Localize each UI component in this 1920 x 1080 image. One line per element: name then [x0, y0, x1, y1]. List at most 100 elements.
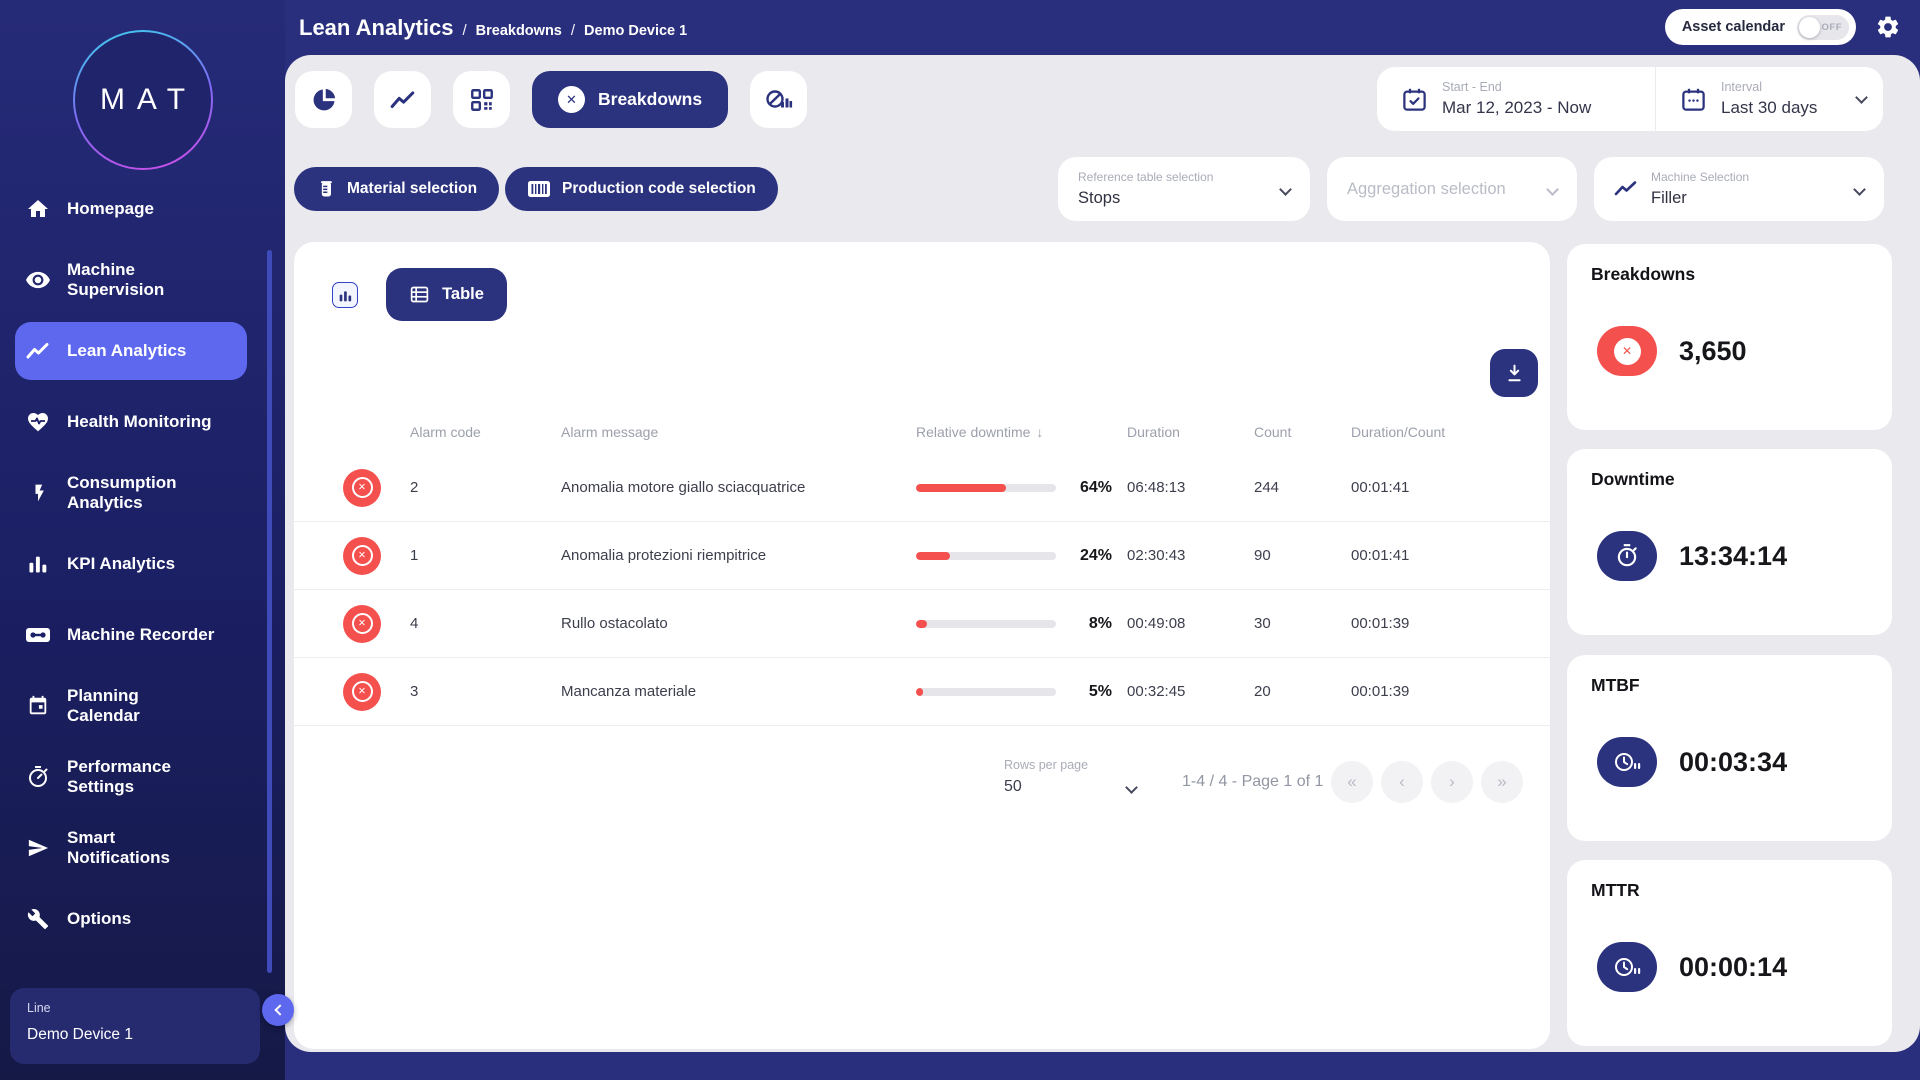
- tab-qr-grid[interactable]: [453, 71, 510, 128]
- calendar-icon: [25, 695, 51, 717]
- table-row[interactable]: ✕ 1 Anomalia protezioni riempitrice 24% …: [294, 522, 1550, 590]
- col-alarm-message[interactable]: Alarm message: [561, 424, 659, 440]
- app-header: Lean Analytics / Breakdowns / Demo Devic…: [285, 0, 1920, 55]
- tab-breakdowns-label: Breakdowns: [598, 89, 703, 109]
- col-count[interactable]: Count: [1254, 424, 1292, 440]
- alarm-x-icon: ✕: [343, 536, 381, 575]
- reference-table-label: Reference table selection: [1078, 170, 1214, 184]
- chevron-down-icon[interactable]: [1125, 781, 1138, 794]
- downtime-bar-fill: [916, 551, 950, 560]
- col-relative-downtime[interactable]: Relative downtime ↓: [916, 424, 1044, 440]
- duration: 02:30:43: [1127, 547, 1186, 564]
- bar-chart-icon: [25, 553, 51, 575]
- count: 244: [1254, 479, 1280, 496]
- kpi-value: 00:00:14: [1679, 951, 1788, 982]
- eye-icon: [25, 267, 51, 293]
- aggregation-select[interactable]: Aggregation selection: [1327, 157, 1577, 221]
- chevron-down-icon: [1546, 182, 1559, 196]
- kpi-card-mttr: MTTR 00:00:14: [1567, 860, 1892, 1046]
- chevron-down-icon: [1853, 182, 1866, 196]
- pie-chart-icon: [313, 88, 335, 110]
- kpi-card-breakdowns: Breakdowns ✕ 3,650: [1567, 244, 1892, 430]
- sidebar-item-planning-calendar[interactable]: Planning Calendar: [15, 677, 247, 735]
- breadcrumb-item-breakdowns[interactable]: Breakdowns: [475, 22, 562, 39]
- asset-calendar-toggle[interactable]: Asset calendar OFF: [1664, 9, 1856, 45]
- machine-select[interactable]: Machine Selection Filler: [1594, 157, 1884, 221]
- sidebar-item-smart-notifications[interactable]: Smart Notifications: [15, 819, 247, 877]
- alarm-x-icon: ✕: [343, 604, 381, 643]
- trend-icon: [1614, 179, 1638, 199]
- kpi-card-mtbf: MTBF 00:03:34: [1567, 655, 1892, 841]
- sidebar-item-label: Options: [67, 909, 132, 929]
- material-selection-label: Material selection: [347, 180, 478, 197]
- downtime-bar-track: [916, 483, 1056, 492]
- sidebar-nav: Homepage Machine Supervision Lean Analyt…: [0, 180, 285, 961]
- sidebar-item-options[interactable]: Options: [15, 890, 247, 948]
- next-page-button[interactable]: ›: [1431, 761, 1473, 803]
- alarm-x-icon: ✕: [343, 468, 381, 507]
- kpi-value: 3,650: [1679, 335, 1747, 366]
- downtime-bar-cell: 64%: [916, 479, 1127, 497]
- material-selection-button[interactable]: Material selection: [294, 167, 500, 211]
- chart-view-toggle[interactable]: [332, 282, 358, 308]
- last-page-button[interactable]: »: [1481, 761, 1523, 803]
- table-row[interactable]: ✕ 2 Anomalia motore giallo sciacquatrice…: [294, 454, 1550, 522]
- sidebar-item-health-monitoring[interactable]: Health Monitoring: [15, 393, 247, 451]
- kpi-value: 13:34:14: [1679, 540, 1788, 571]
- reference-table-select[interactable]: Reference table selection Stops: [1058, 157, 1310, 221]
- production-code-selection-button[interactable]: Production code selection: [505, 167, 778, 211]
- logo-text: MAT: [99, 83, 198, 116]
- breadcrumb-item-device[interactable]: Demo Device 1: [584, 22, 688, 39]
- barcode-icon: [528, 181, 550, 197]
- duration-per-count: 00:01:39: [1351, 683, 1410, 700]
- duration: 00:32:45: [1127, 683, 1186, 700]
- settings-button[interactable]: [1873, 12, 1903, 42]
- first-page-button[interactable]: «: [1331, 761, 1373, 803]
- sidebar-collapse-button[interactable]: [262, 994, 294, 1026]
- toggle-switch[interactable]: OFF: [1797, 14, 1849, 40]
- downtime-bar-cell: 5%: [916, 683, 1127, 701]
- sort-desc-icon: ↓: [1036, 424, 1044, 440]
- home-icon: [25, 197, 51, 221]
- table-view-button[interactable]: Table: [386, 268, 507, 321]
- view-tabs: ✕ Breakdowns: [295, 71, 808, 128]
- col-duration[interactable]: Duration: [1127, 424, 1180, 440]
- table-row[interactable]: ✕ 3 Mancanza materiale 5% 00:32:45 20 00…: [294, 658, 1550, 726]
- pagination-range: 1-4 / 4 - Page 1 of 1: [1182, 773, 1324, 790]
- downtime-bar-track: [916, 619, 1056, 628]
- sidebar-item-lean-analytics[interactable]: Lean Analytics: [15, 322, 247, 380]
- col-alarm-code[interactable]: Alarm code: [410, 424, 481, 440]
- download-button[interactable]: [1490, 349, 1538, 397]
- sidebar-item-homepage[interactable]: Homepage: [15, 180, 247, 238]
- downtime-bar-cell: 8%: [916, 615, 1127, 633]
- interval-select[interactable]: Interval Last 30 days: [1656, 67, 1869, 131]
- count: 90: [1254, 547, 1271, 564]
- machine-selection-value: Filler: [1651, 189, 1687, 207]
- tab-losses[interactable]: [750, 71, 808, 128]
- alarm-code: 1: [410, 547, 419, 564]
- table-row[interactable]: ✕ 4 Rullo ostacolato 8% 00:49:08 30 00:0…: [294, 590, 1550, 658]
- sidebar-item-consumption-analytics[interactable]: Consumption Analytics: [15, 464, 247, 522]
- device-card: Line Demo Device 1: [10, 988, 260, 1064]
- bolt-icon: [25, 481, 51, 505]
- count: 30: [1254, 615, 1271, 632]
- downtime-bar-track: [916, 551, 1056, 560]
- sidebar-item-machine-recorder[interactable]: Machine Recorder: [15, 606, 247, 664]
- breakdowns-table-card: Table Alarm code Alarm message Relative …: [294, 242, 1550, 1049]
- sidebar-scrollbar[interactable]: [267, 250, 272, 973]
- interval-label: Interval: [1721, 80, 1762, 94]
- send-icon: [25, 837, 51, 859]
- tab-breakdowns[interactable]: ✕ Breakdowns: [532, 71, 729, 128]
- tab-trend[interactable]: [374, 71, 431, 128]
- rows-per-page-select[interactable]: Rows per page 50: [1004, 758, 1088, 796]
- sidebar-item-kpi-analytics[interactable]: KPI Analytics: [15, 535, 247, 593]
- start-end-label: Start - End: [1442, 80, 1502, 94]
- col-duration-count[interactable]: Duration/Count: [1351, 424, 1446, 440]
- prev-page-button[interactable]: ‹: [1381, 761, 1423, 803]
- sidebar-item-machine-supervision[interactable]: Machine Supervision: [15, 251, 247, 309]
- kpi-title: MTTR: [1591, 880, 1640, 900]
- qr-grid-icon: [470, 88, 493, 111]
- tab-pie-chart[interactable]: [295, 71, 352, 128]
- date-range-picker[interactable]: Start - End Mar 12, 2023 - Now: [1377, 67, 1656, 131]
- sidebar-item-performance-settings[interactable]: Performance Settings: [15, 748, 247, 806]
